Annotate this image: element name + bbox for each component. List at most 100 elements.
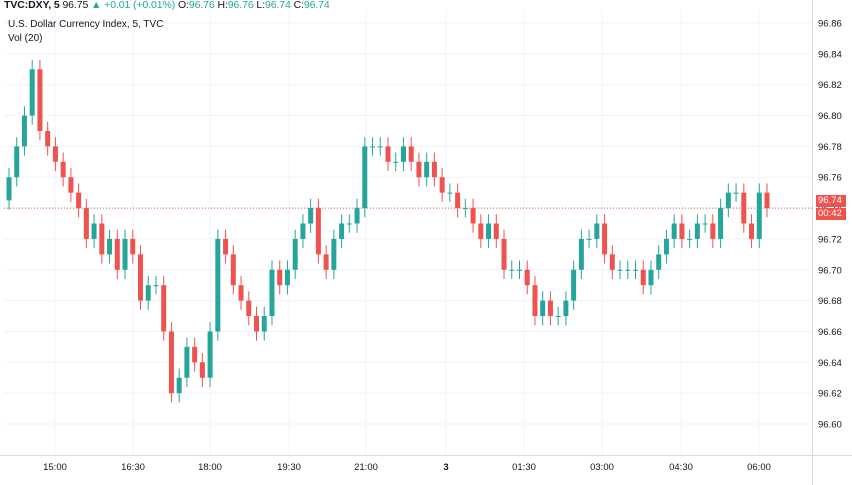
candle-body — [741, 192, 747, 224]
candle-body — [532, 285, 538, 317]
candle-body — [145, 285, 151, 301]
high-value: 96.76 — [227, 0, 254, 11]
candle-body — [478, 223, 484, 239]
candle-body — [238, 285, 244, 301]
candle-body — [656, 254, 662, 270]
candle-body — [99, 223, 105, 255]
candle-body — [76, 192, 82, 209]
low-label: L: — [256, 0, 265, 11]
candle-body — [749, 223, 755, 239]
candle-body — [602, 223, 608, 255]
candle-body — [153, 285, 159, 287]
change-value: +0.01 (+0.01%) — [104, 0, 176, 11]
x-tick-label: 3 — [443, 462, 448, 473]
candle-body — [199, 362, 205, 378]
x-tick-label: 04:30 — [669, 462, 693, 473]
candle-body — [277, 269, 283, 286]
x-tick-label: 03:00 — [590, 462, 614, 473]
candle-body — [323, 254, 329, 270]
candle-body — [571, 269, 577, 301]
symbol-header: TVC:DXY, 5 96.75 ▲ +0.01 (+0.01%) O:96.7… — [4, 0, 330, 11]
candle-body — [547, 300, 553, 317]
candle-body — [424, 161, 430, 178]
y-tick-label: 96.64 — [818, 358, 842, 369]
candle-body — [246, 300, 252, 317]
candle-body — [362, 146, 368, 209]
y-tick-label: 96.60 — [818, 420, 842, 431]
candle-body — [261, 316, 267, 332]
candle-body — [192, 346, 198, 363]
y-tick-label: 96.66 — [818, 327, 842, 338]
candle-body — [687, 238, 693, 240]
candle-body — [52, 146, 58, 162]
y-tick-label: 96.86 — [818, 19, 842, 30]
candle-body — [447, 192, 453, 194]
candle-body — [14, 146, 20, 178]
candle-body — [37, 69, 43, 131]
candle-body — [578, 238, 584, 270]
current-price-label: 96.74 — [816, 195, 846, 207]
candle-body — [300, 223, 306, 239]
candle-body — [594, 223, 600, 239]
y-tick-label: 96.68 — [818, 296, 842, 307]
candle-body — [223, 238, 229, 255]
y-tick-label: 96.72 — [818, 234, 842, 245]
volume-legend[interactable]: Vol (20) — [8, 33, 43, 44]
last-price: 96.75 — [62, 0, 89, 11]
candle-body — [663, 238, 669, 255]
x-tick-label: 19:30 — [277, 462, 301, 473]
y-tick-label: 96.80 — [818, 111, 842, 122]
candle-body — [269, 269, 275, 317]
candle-body — [254, 316, 260, 332]
candle-body — [60, 161, 66, 178]
candle-body — [339, 223, 345, 239]
candle-body — [625, 269, 631, 271]
candle-body — [161, 285, 167, 332]
candle-body — [370, 146, 376, 148]
candle-body — [292, 238, 298, 270]
candle-body — [29, 69, 35, 116]
candle-body — [493, 223, 499, 239]
candle-body — [215, 238, 221, 332]
candle-body — [509, 269, 515, 271]
y-tick-label: 96.78 — [818, 142, 842, 153]
candle-body — [555, 316, 561, 318]
candle-body — [122, 238, 128, 270]
x-tick-label: 01:30 — [512, 462, 536, 473]
candle-body — [679, 223, 685, 239]
x-tick-label: 18:00 — [198, 462, 222, 473]
close-label: C: — [293, 0, 304, 11]
candle-body — [176, 377, 182, 394]
candle-body — [393, 161, 399, 163]
candle-body — [702, 223, 708, 225]
candle-body — [114, 238, 120, 270]
x-tick-label: 21:00 — [354, 462, 378, 473]
candle-body — [671, 223, 677, 239]
y-tick-label: 96.62 — [818, 389, 842, 400]
low-value: 96.74 — [264, 0, 291, 11]
candle-body — [377, 146, 383, 148]
candle-body — [207, 331, 213, 378]
up-arrow-icon: ▲ — [91, 0, 102, 11]
candle-body — [6, 177, 12, 201]
candle-body — [648, 269, 654, 286]
close-value: 96.74 — [303, 0, 330, 11]
candle-body — [516, 269, 522, 271]
candle-body — [168, 331, 174, 394]
candle-body — [540, 300, 546, 317]
candle-body — [586, 238, 592, 240]
candle-body — [130, 238, 136, 255]
open-label: O: — [177, 0, 189, 11]
candle-body — [710, 223, 716, 239]
chart-title: U.S. Dollar Currency Index, 5, TVC — [8, 19, 164, 30]
high-label: H: — [217, 0, 228, 11]
candle-body — [137, 254, 143, 301]
x-tick-label: 06:00 — [747, 462, 771, 473]
y-tick-label: 96.84 — [818, 49, 842, 60]
candle-body — [524, 269, 530, 286]
candle-body — [756, 192, 762, 239]
candle-body — [331, 238, 337, 270]
candle-body — [91, 223, 97, 239]
